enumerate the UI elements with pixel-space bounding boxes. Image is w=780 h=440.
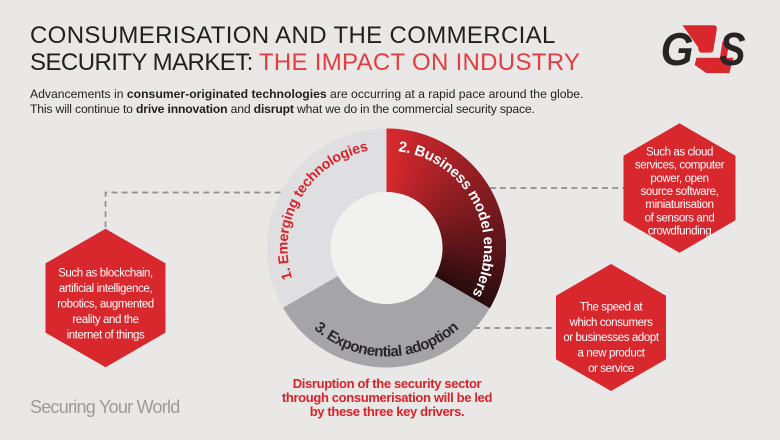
- svg-text:miniaturisation: miniaturisation: [645, 199, 713, 211]
- svg-text:artificial intelligence,: artificial intelligence,: [59, 283, 153, 295]
- svg-text:of sensors and: of sensors and: [645, 212, 715, 224]
- svg-text:Such as blockchain,: Such as blockchain,: [58, 267, 153, 279]
- svg-text:which consumers: which consumers: [569, 317, 653, 329]
- svg-text:Such as cloud: Such as cloud: [646, 146, 713, 158]
- svg-text:The speed at: The speed at: [580, 302, 644, 314]
- svg-text:services, computer: services, computer: [635, 160, 725, 172]
- svg-text:power, open: power, open: [650, 173, 708, 185]
- svg-text:reality and the: reality and the: [72, 314, 138, 326]
- svg-text:or businesses adopt: or businesses adopt: [563, 332, 660, 344]
- svg-text:S: S: [719, 24, 746, 76]
- svg-text:robotics, augmented: robotics, augmented: [57, 298, 154, 310]
- svg-text:or service: or service: [588, 363, 634, 375]
- svg-text:source software,: source software,: [641, 186, 719, 198]
- svg-text:crowdfunding: crowdfunding: [648, 226, 712, 238]
- svg-text:a new product: a new product: [577, 348, 645, 360]
- svg-text:internet of things: internet of things: [67, 329, 145, 341]
